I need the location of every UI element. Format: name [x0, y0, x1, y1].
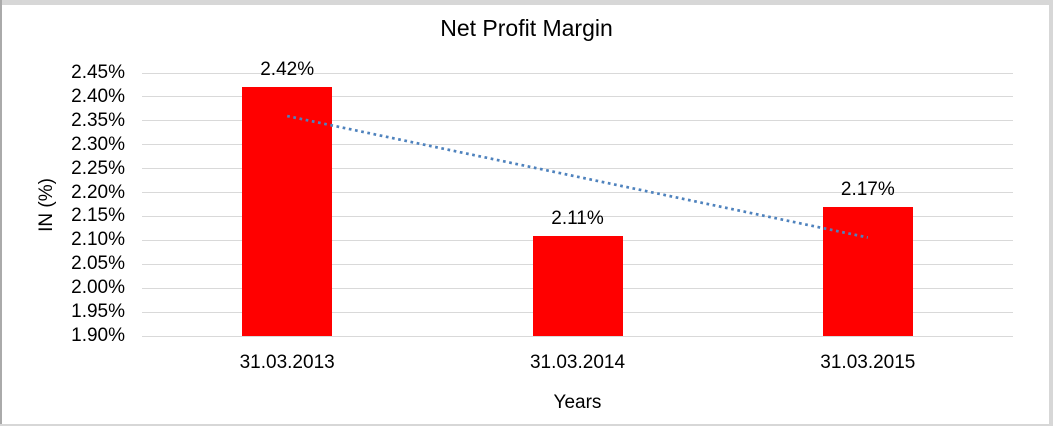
y-axis-tick-label: 2.15%: [71, 205, 125, 227]
x-axis-tick-label: 31.03.2013: [239, 352, 335, 373]
y-axis-tick-label: 2.45%: [71, 62, 125, 83]
chart-border-left: [0, 0, 2, 426]
gridline: [142, 168, 1013, 170]
gridline: [142, 96, 1013, 98]
chart-title: Net Profit Margin: [440, 15, 613, 41]
chart-border-top: [0, 0, 1053, 5]
y-axis-tick-label: 2.30%: [71, 133, 125, 155]
data-label: 2.42%: [260, 59, 315, 81]
y-axis-tick-label: 2.10%: [71, 229, 125, 251]
bar: [822, 206, 913, 336]
y-axis-tick-label: 2.25%: [71, 157, 125, 179]
y-axis-tick-label: 2.40%: [71, 85, 125, 107]
gridline: [142, 215, 1013, 217]
x-axis-title: Years: [553, 392, 602, 413]
trendline: [286, 114, 869, 239]
gridline: [142, 192, 1013, 194]
chart-border-bottom: [0, 424, 1053, 426]
y-axis-tick-label: 2.35%: [71, 109, 125, 131]
data-label: 2.17%: [840, 178, 895, 200]
bar: [532, 235, 623, 336]
data-label: 2.11%: [551, 207, 604, 229]
gridline: [142, 120, 1013, 122]
y-axis-tick-label: 2.00%: [71, 277, 125, 299]
gridline: [142, 144, 1013, 146]
x-axis-tick-label: 31.03.2014: [529, 352, 626, 373]
y-axis-tick-label: 2.20%: [71, 181, 125, 203]
y-axis-tick-label: 1.95%: [71, 301, 125, 323]
x-axis-tick-label: 31.03.2015: [820, 352, 916, 373]
bar: [242, 87, 333, 336]
y-axis-tick-label: 1.90%: [71, 325, 125, 346]
gridline: [142, 72, 1013, 74]
gridline: [142, 335, 1013, 337]
y-axis-tick-label: 2.05%: [71, 253, 125, 275]
chart-border-right: [1049, 0, 1053, 426]
